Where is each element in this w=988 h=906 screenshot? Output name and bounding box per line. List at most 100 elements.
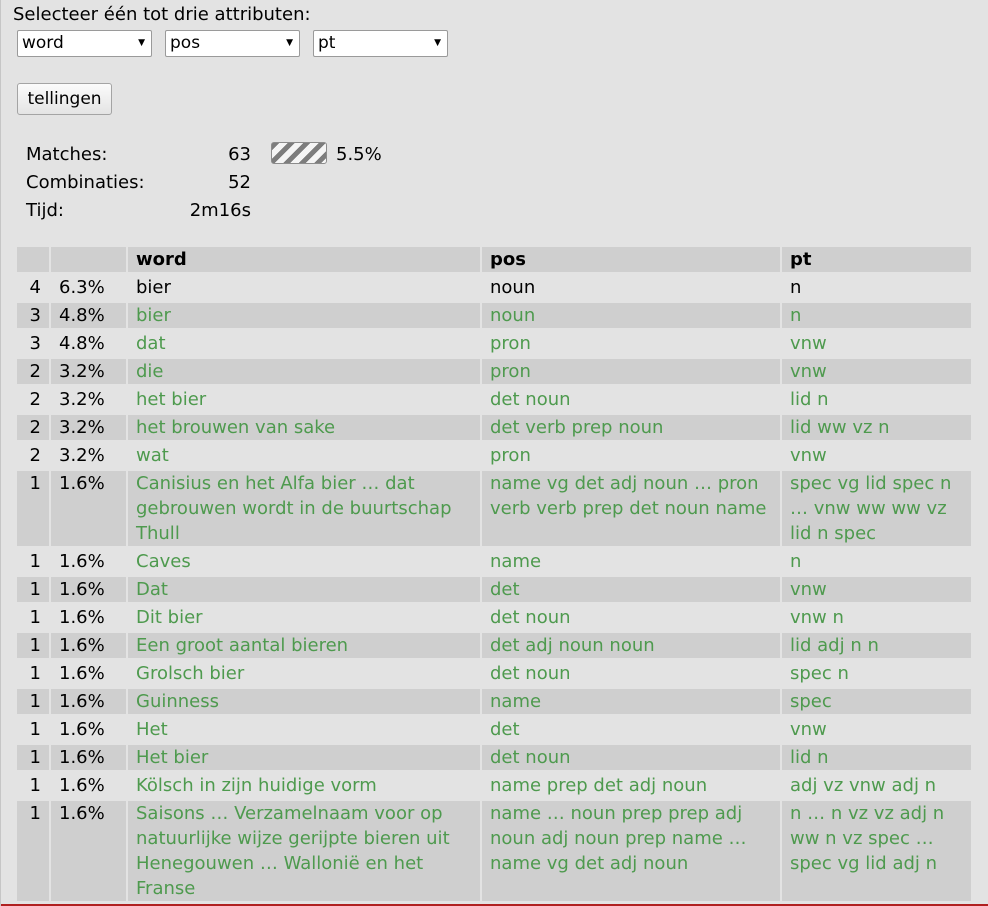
cell-pos: det: [482, 577, 780, 602]
cell-count: 1: [29, 607, 41, 628]
cell-percent: 1.6%: [59, 663, 105, 684]
table-row: 4 6.3% bier noun n: [17, 275, 971, 300]
cell-percent: 3.2%: [59, 445, 105, 466]
table-row: 1 1.6% Dat det vnw: [17, 577, 971, 602]
cell-pos: name vg det adj noun … pron verb verb pr…: [482, 471, 780, 546]
progress-percent: 5.5%: [336, 144, 382, 165]
attribute-select-2-value: pos: [170, 33, 201, 53]
table-row: 1 1.6% Canisius en het Alfa bier … dat geb…: [17, 471, 971, 546]
header-pos: pos: [482, 247, 780, 272]
cell-word: Het bier: [128, 745, 480, 770]
cell-pt: lid ww vz n: [782, 415, 971, 440]
cell-pt: vnw: [790, 333, 827, 354]
cell-pt: n: [790, 551, 802, 572]
cell-pos: det verb prep noun: [482, 415, 780, 440]
cell-word: Caves: [136, 551, 191, 572]
stat-tijd: Tijd: 2m16s: [26, 199, 256, 227]
table-row: 3 4.8% dat pron vnw: [17, 331, 971, 356]
cell-count: 1: [29, 775, 41, 796]
cell-count: 2: [29, 389, 41, 410]
cell-percent: 6.3%: [59, 277, 105, 298]
cell-pos: det noun: [490, 389, 571, 410]
table-header-row: word pos pt: [17, 247, 971, 272]
cell-word: dat: [136, 333, 166, 354]
cell-count: 4: [29, 277, 41, 298]
cell-pos: det: [490, 719, 520, 740]
table-row: 3 4.8% bier noun n: [17, 303, 971, 328]
cell-pos: pron: [482, 359, 780, 384]
stat-matches: Matches: 63: [26, 143, 256, 171]
cell-word: Guinness: [128, 689, 480, 714]
stat-matches-label: Matches:: [26, 144, 108, 165]
cell-word: wat: [136, 445, 169, 466]
table-row: 2 3.2% het bier det noun lid n: [17, 387, 971, 412]
cell-pos: pron: [490, 333, 531, 354]
attribute-select-2[interactable]: pos ▼: [165, 30, 300, 57]
table-row: 1 1.6% Caves name n: [17, 549, 971, 574]
cell-count: 1: [17, 633, 49, 658]
cell-count: 2: [17, 415, 49, 440]
cell-pt: n: [782, 303, 971, 328]
cell-pos: det noun: [490, 663, 571, 684]
cell-percent: 3.2%: [51, 359, 126, 384]
cell-pos: noun: [490, 277, 536, 298]
cell-pt: lid adj n n: [782, 633, 971, 658]
progress-bar: [271, 142, 327, 164]
table-row: 1 1.6% Kölsch in zijn huidige vorm name pre…: [17, 773, 971, 798]
dropdown-arrow-icon: ▼: [138, 38, 145, 48]
progress-bar-fill: [272, 143, 275, 163]
table-row: 1 1.6% Een groot aantal bieren det adj noun…: [17, 633, 971, 658]
table-row: 1 1.6% Het det vnw: [17, 717, 971, 742]
stat-combinaties: Combinaties: 52: [26, 171, 256, 199]
cell-pt: n: [790, 277, 802, 298]
cell-pt: vnw n: [790, 607, 844, 628]
table-row: 1 1.6% Guinness name spec: [17, 689, 971, 714]
results-table: word pos pt 4 6.3% bier noun n 3 4.8% bier noun n…: [15, 244, 973, 904]
header-count: [17, 247, 49, 272]
cell-pt: spec n: [790, 663, 849, 684]
cell-pos: det noun: [490, 607, 571, 628]
cell-percent: 1.6%: [51, 471, 126, 546]
cell-percent: 1.6%: [51, 577, 126, 602]
attribute-prompt: Selecteer één tot drie attributen:: [13, 4, 311, 25]
attribute-select-1-value: word: [22, 33, 64, 53]
cell-word: Canisius en het Alfa bier … dat gebrouwe…: [128, 471, 480, 546]
cell-pt: vnw: [782, 359, 971, 384]
stat-combinaties-value: 52: [228, 172, 251, 193]
table-row: 2 3.2% wat pron vnw: [17, 443, 971, 468]
cell-pt: vnw: [782, 577, 971, 602]
cell-percent: 4.8%: [51, 303, 126, 328]
cell-word: Dat: [128, 577, 480, 602]
header-pt: pt: [782, 247, 971, 272]
tellingen-button[interactable]: tellingen: [17, 83, 112, 115]
cell-word: Grolsch bier: [136, 663, 245, 684]
cell-count: 1: [17, 689, 49, 714]
cell-pos: name … noun prep prep adj noun adj noun …: [482, 801, 780, 901]
bottom-border: [1, 904, 988, 906]
dropdown-arrow-icon: ▼: [286, 38, 293, 48]
cell-pt: adj vz vnw adj n: [790, 775, 937, 796]
cell-pos: det noun: [482, 745, 780, 770]
attribute-select-1[interactable]: word ▼: [17, 30, 152, 57]
cell-pos: name prep det adj noun: [490, 775, 708, 796]
cell-percent: 1.6%: [59, 607, 105, 628]
table-row: 1 1.6% Saisons … Verzamelnaam voor op natu…: [17, 801, 971, 901]
dropdown-arrow-icon: ▼: [434, 38, 441, 48]
cell-word: bier: [128, 303, 480, 328]
stat-combinaties-label: Combinaties:: [26, 172, 145, 193]
cell-pt: lid n: [782, 745, 971, 770]
cell-word: die: [128, 359, 480, 384]
cell-word: Dit bier: [136, 607, 203, 628]
cell-pt: spec vg lid spec n … vnw ww ww vz lid n …: [782, 471, 971, 546]
cell-percent: 1.6%: [51, 689, 126, 714]
cell-pos: noun: [482, 303, 780, 328]
attribute-select-3[interactable]: pt ▼: [313, 30, 448, 57]
cell-percent: 1.6%: [59, 775, 105, 796]
cell-percent: 1.6%: [51, 801, 126, 901]
cell-pt: n … n vz vz adj n ww n vz spec … spec vg…: [782, 801, 971, 901]
cell-pt: vnw: [790, 445, 827, 466]
cell-pos: name: [482, 689, 780, 714]
cell-pos: det adj noun noun: [482, 633, 780, 658]
cell-count: 1: [17, 471, 49, 546]
header-word: word: [128, 247, 480, 272]
